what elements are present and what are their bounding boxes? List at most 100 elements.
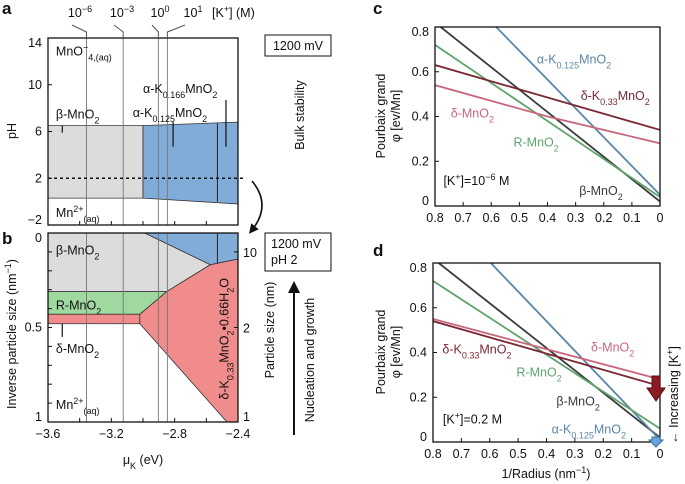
panel-letter: d <box>373 241 383 260</box>
label-segment: + <box>455 411 460 421</box>
series-label: α-K0.125MnO2 <box>537 53 611 71</box>
phase-region <box>48 125 144 199</box>
label-segment: −1 <box>576 465 586 475</box>
label-segment: ] (M) <box>229 6 255 20</box>
plot-area <box>435 27 660 203</box>
label-segment: 0.33 <box>226 363 236 381</box>
label-segment: δ-MnO <box>56 342 94 356</box>
label-segment: 10 <box>68 6 82 20</box>
label-segment: 2 <box>489 115 494 125</box>
label-segment: α-K <box>143 82 163 96</box>
label-segment: −1 <box>3 263 13 273</box>
x-tick-label: −2.8 <box>162 427 187 441</box>
series-label: R-MnO2 <box>513 136 558 154</box>
y-axis-title: Pourbaix grand <box>374 74 388 159</box>
y-tick-label: −2 <box>28 213 42 227</box>
label-segment: [K <box>443 413 455 427</box>
label-segment: δ-MnO <box>451 107 489 121</box>
series-label: β-MnO2 <box>579 184 622 202</box>
label-segment: ]=0.2 M <box>460 413 502 427</box>
label-segment: MnO <box>175 106 202 120</box>
label-segment: R-MnO <box>513 136 554 150</box>
plot-area <box>48 233 238 422</box>
label-segment: 2 <box>94 350 99 360</box>
label-segment: 0.125 <box>557 61 580 71</box>
y-tick-label: 0.8 <box>410 261 427 275</box>
label-segment: (eV) <box>136 453 163 467</box>
label-segment: 2 <box>202 114 207 124</box>
panel-d <box>432 262 661 443</box>
series-line <box>433 280 660 430</box>
label-segment: 4,(aq) <box>88 53 112 63</box>
label-segment: 2+ <box>73 396 83 406</box>
y-tick-label: 10 <box>28 78 42 92</box>
nucleation-label: Nucleation and growth <box>303 298 317 422</box>
label-segment: MnO <box>479 342 506 356</box>
y2-tick-label: 2 <box>243 322 250 336</box>
region-label: α-K0.125MnO2 <box>133 106 207 124</box>
series-label: δ-MnO2 <box>451 107 494 125</box>
x-tick-label: 0.6 <box>483 211 500 225</box>
label-segment: 10 <box>110 6 124 20</box>
label-segment: + <box>224 4 229 14</box>
potential-label: 1200 mV <box>271 237 322 251</box>
region-label: β-MnO2 <box>56 108 99 126</box>
y-tick-label: 0 <box>35 231 42 245</box>
x-tick-label: 0.1 <box>623 211 640 225</box>
label-segment: MnO <box>594 423 621 437</box>
concentration-connector <box>166 24 186 38</box>
concentration-axis-title: [K+] (M) <box>212 4 255 20</box>
blue-down-arrow-icon <box>647 436 665 448</box>
label-segment: 1/Radius (nm <box>502 467 576 481</box>
series-line <box>433 318 660 381</box>
label-segment: Mn <box>56 398 73 412</box>
concentration-connector <box>71 24 87 38</box>
x-tick-label: 0.7 <box>453 447 470 461</box>
increasing-k-label: ← Increasing [K+] <box>665 346 681 444</box>
y-tick-label: 0.5 <box>25 321 42 335</box>
concentration-tick-label: 10−6 <box>68 4 92 20</box>
x-tick-label: −3.6 <box>36 427 61 441</box>
y-tick-label: 0.4 <box>412 110 429 124</box>
label-segment: ) <box>586 467 590 481</box>
label-segment: δ-K <box>218 380 232 400</box>
label-segment: 0.125 <box>571 431 594 441</box>
region-label: MnO−4,(aq) <box>56 43 112 63</box>
y-tick-label: 1 <box>35 410 42 424</box>
label-segment: Increasing [K <box>667 354 681 428</box>
label-segment: α-K <box>133 106 153 120</box>
label-segment: 2 <box>96 307 101 317</box>
region-label: δ-K0.33MnO2•0.66H2O <box>218 278 236 400</box>
label-segment: 2 <box>554 144 559 154</box>
label-segment: Mn <box>56 206 73 220</box>
label-segment: δ-MnO <box>591 341 629 355</box>
region-label: δ-MnO2 <box>56 342 99 360</box>
y-tick-label: 6 <box>35 125 42 139</box>
y-tick-label: 0.2 <box>412 154 429 168</box>
label-segment: 2 <box>618 192 623 202</box>
plot-area <box>48 38 238 225</box>
label-segment: 2 <box>226 331 236 336</box>
label-segment: β-MnO <box>556 394 595 408</box>
label-segment: 10 <box>151 6 165 20</box>
x-tick-label: 0.8 <box>426 211 443 225</box>
region-label: Mn2+(aq) <box>56 396 100 416</box>
x-tick-label: 0 <box>657 447 664 461</box>
label-segment: β-MnO <box>56 244 95 258</box>
label-segment: 2 <box>621 431 626 441</box>
label-segment: 2+ <box>73 204 83 214</box>
series-label: δ-K0.33MnO2 <box>581 89 650 107</box>
series-line <box>435 64 660 131</box>
bulk-stability-label: Bulk stability <box>293 80 307 150</box>
label-segment: −6 <box>485 172 495 182</box>
x-tick-label: 0.2 <box>595 447 612 461</box>
ph-label: pH 2 <box>271 253 297 267</box>
region-label: Mn2+(aq) <box>56 204 100 224</box>
label-segment: 2 <box>645 97 650 107</box>
series-label: δ-MnO2 <box>591 341 634 359</box>
label-segment: •0.66H <box>218 293 232 331</box>
plot-area <box>433 263 660 441</box>
label-segment: 2 <box>557 374 562 384</box>
label-segment: 2 <box>212 90 217 100</box>
